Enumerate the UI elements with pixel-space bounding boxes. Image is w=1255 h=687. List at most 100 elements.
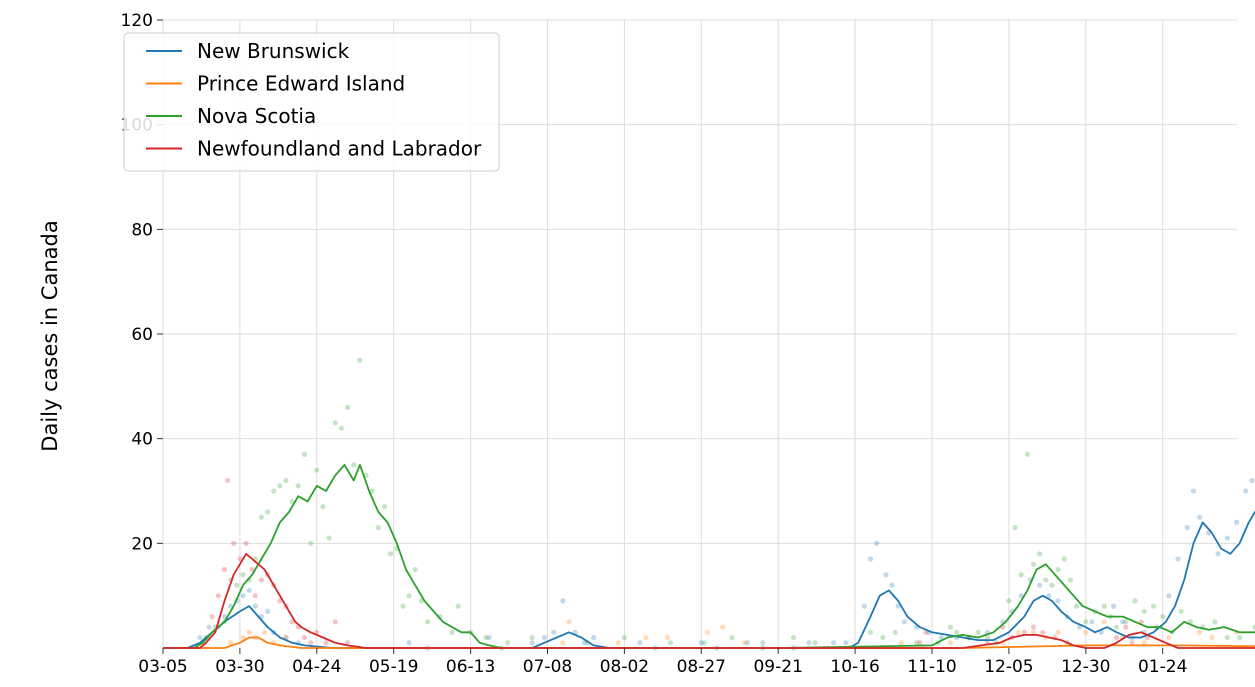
data-point — [1166, 593, 1172, 599]
data-point — [830, 640, 837, 646]
x-tick-label: 03-05 — [138, 657, 187, 677]
x-tick-label: 05-19 — [369, 657, 418, 677]
data-point — [1178, 608, 1184, 614]
x-tick-label: 12-05 — [984, 657, 1033, 677]
data-point — [301, 451, 308, 457]
data-point — [1037, 582, 1043, 588]
data-point — [1123, 619, 1129, 625]
y-tick-label: 60 — [131, 325, 153, 345]
data-point — [332, 619, 338, 625]
data-point — [252, 603, 258, 609]
data-point — [1190, 488, 1197, 494]
data-point — [812, 640, 818, 646]
data-point — [381, 504, 388, 510]
data-point — [741, 640, 747, 646]
data-point — [1123, 624, 1129, 630]
data-point — [308, 640, 314, 646]
data-point — [246, 629, 252, 635]
data-point — [375, 525, 381, 531]
data-point — [1024, 451, 1030, 457]
data-point — [1150, 603, 1157, 609]
data-point — [914, 640, 920, 646]
data-point — [388, 551, 394, 557]
data-point — [643, 634, 649, 641]
data-point — [228, 640, 234, 646]
data-point — [412, 566, 418, 573]
data-point — [261, 629, 268, 635]
series-line — [163, 510, 1255, 649]
data-point — [221, 566, 228, 573]
data-point — [271, 488, 277, 494]
data-point — [1197, 514, 1203, 520]
data-point — [938, 634, 944, 641]
data-point — [1110, 603, 1117, 609]
data-point — [1030, 629, 1037, 635]
data-point — [892, 629, 898, 635]
data-point — [326, 535, 332, 541]
data-point — [264, 509, 271, 515]
x-tick-label: 12-30 — [1061, 657, 1110, 677]
data-point — [1006, 598, 1012, 604]
data-point — [344, 640, 351, 646]
data-point — [344, 404, 351, 410]
data-point — [667, 640, 674, 646]
data-point — [197, 634, 203, 641]
series-lines — [163, 463, 1255, 649]
data-point — [1021, 629, 1027, 635]
data-point — [1184, 525, 1190, 531]
y-tick-label: 40 — [131, 430, 153, 450]
data-point — [231, 540, 237, 546]
data-point — [215, 593, 221, 599]
data-point — [1252, 624, 1255, 630]
data-point — [264, 608, 271, 614]
data-point — [566, 619, 572, 625]
data-point — [901, 619, 907, 625]
data-point — [243, 540, 249, 546]
data-point — [1113, 624, 1120, 630]
data-point — [889, 582, 895, 588]
data-point — [729, 634, 735, 641]
data-point — [843, 640, 849, 646]
data-point — [1101, 619, 1107, 625]
data-point — [529, 640, 535, 646]
data-point — [289, 619, 295, 625]
x-tick-label: 01-24 — [1138, 657, 1187, 677]
data-point — [1224, 535, 1230, 541]
data-point — [867, 556, 874, 562]
data-point — [1209, 634, 1215, 641]
data-point — [760, 640, 766, 646]
data-point — [240, 572, 246, 578]
data-point — [1141, 640, 1147, 646]
data-point — [277, 483, 283, 489]
data-point — [637, 640, 643, 646]
data-point — [790, 634, 797, 641]
data-point — [1129, 640, 1135, 646]
legend-label: Newfoundland and Labrador — [197, 137, 482, 161]
data-point — [954, 629, 960, 635]
data-point — [1175, 556, 1181, 562]
data-point — [1030, 561, 1037, 567]
data-point — [883, 572, 889, 578]
data-point — [1012, 525, 1018, 531]
data-point — [1089, 619, 1095, 625]
data-point — [1197, 629, 1203, 635]
y-tick-label: 80 — [131, 220, 153, 240]
data-point — [206, 624, 212, 630]
data-point — [1120, 619, 1126, 625]
x-tick-label: 11-10 — [907, 657, 956, 677]
data-point — [295, 483, 301, 489]
data-point — [1040, 629, 1046, 635]
data-point — [880, 634, 886, 641]
data-point — [720, 624, 726, 630]
data-point — [1055, 629, 1061, 635]
data-point — [529, 634, 535, 641]
data-point — [301, 634, 308, 641]
data-point — [308, 540, 314, 546]
data-point — [867, 629, 874, 635]
x-tick-label: 09-21 — [753, 657, 802, 677]
data-point — [351, 462, 357, 468]
data-point — [704, 629, 711, 635]
data-point — [806, 640, 812, 646]
data-point — [1141, 608, 1147, 614]
data-point — [947, 624, 954, 630]
